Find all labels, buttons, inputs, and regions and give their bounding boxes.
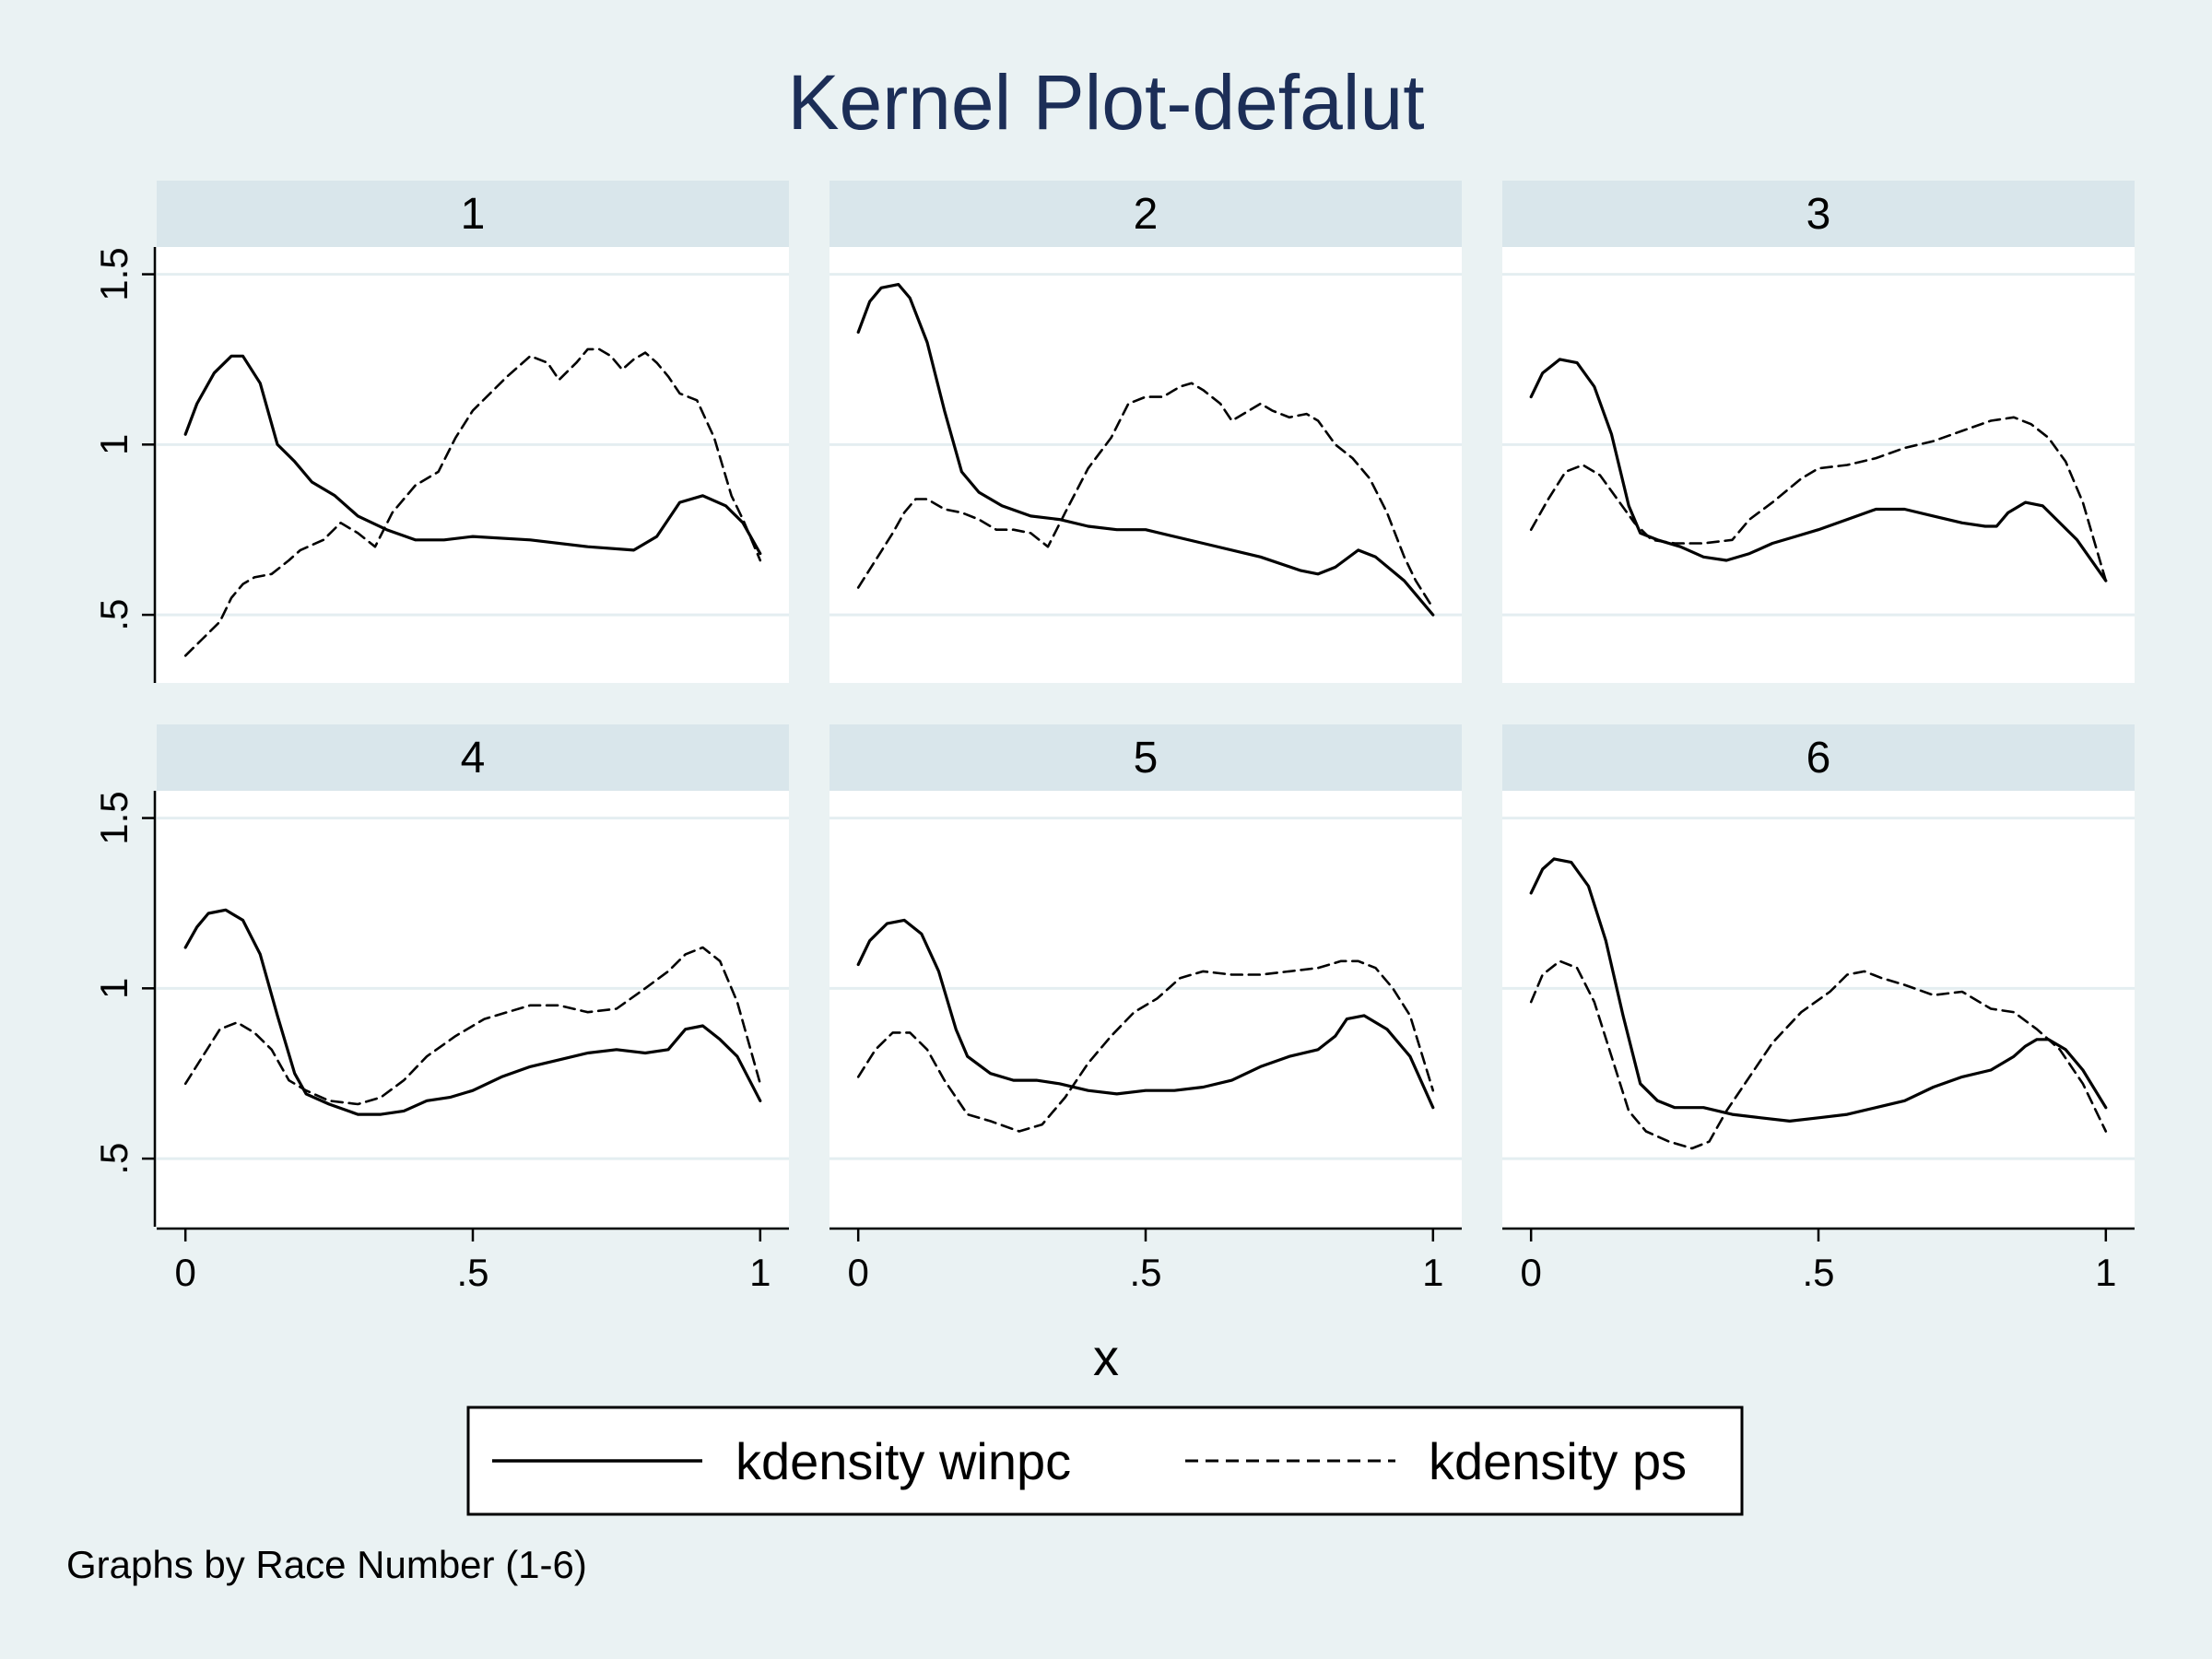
panel-strip-label: 4: [461, 734, 486, 782]
series-line-winpc: [856, 283, 1435, 617]
panel-strip-label: 5: [1134, 734, 1159, 782]
series-line-winpc: [1529, 857, 2108, 1123]
x-tick-label: .5: [456, 1251, 488, 1294]
panel-strip: [157, 181, 789, 247]
y-tick-label: 1: [92, 434, 135, 455]
panel-4: 4 .5 1 1.5 0 .5 1: [92, 724, 789, 1294]
chart-title: Kernel Plot-defalut: [787, 59, 1424, 146]
x-tick-label: 1: [2095, 1251, 2116, 1294]
y-tick-label: 1: [92, 978, 135, 999]
series-line-winpc: [856, 918, 1435, 1110]
x-axis-title: x: [1093, 1328, 1119, 1386]
chart-note: Graphs by Race Number (1-6): [66, 1543, 587, 1586]
legend-label-ps: kdensity ps: [1429, 1432, 1687, 1490]
panel-6: 60.5 1: [1502, 724, 2135, 1294]
x-tick-label: 1: [749, 1251, 771, 1294]
panel-strip: [830, 181, 1462, 247]
x-tick-label: .5: [1802, 1251, 1834, 1294]
y-tick-label: 1.5: [92, 247, 135, 300]
x-tick-label: 0: [1521, 1251, 1542, 1294]
y-tick-label: .5: [92, 599, 135, 631]
series-line-ps: [1529, 416, 2108, 582]
series-line-winpc: [183, 354, 762, 556]
series-line-ps: [183, 347, 762, 657]
panel-2: 2: [830, 181, 1462, 683]
panel-strip: [157, 724, 789, 791]
panels-layer: 1.511.52 34.511.50.5 150.5 160.5 1: [92, 181, 2135, 1294]
panel-strip-label: 2: [1134, 190, 1159, 239]
panel-strip: [1502, 181, 2135, 247]
panel-strip: [1502, 724, 2135, 791]
legend: kdensity winpc kdensity ps: [466, 1406, 1744, 1516]
x-tick-label: .5: [1129, 1251, 1161, 1294]
series-line-winpc: [183, 908, 762, 1116]
plot-area: [1502, 791, 2135, 1227]
y-tick-label: .5: [92, 1143, 135, 1175]
plot-area: [830, 247, 1462, 683]
panel-strip-label: 1: [461, 190, 486, 239]
y-tick-label: 1.5: [92, 791, 135, 844]
plot-area: [157, 247, 789, 683]
panel-5: 50.5 1: [830, 724, 1462, 1294]
series-line-ps: [1529, 959, 2108, 1150]
plot-area: [830, 791, 1462, 1227]
plot-area: [157, 791, 789, 1227]
panel-3: 3: [1502, 181, 2135, 683]
panel-1: 1.511.5: [92, 181, 789, 683]
x-tick-label: 0: [848, 1251, 869, 1294]
x-tick-label: 1: [1422, 1251, 1443, 1294]
series-line-ps: [183, 946, 762, 1106]
panel-strip: [830, 724, 1462, 791]
panel-strip-label: 6: [1806, 734, 1831, 782]
panel-strip-label: 3: [1806, 190, 1831, 239]
plot-area: [1502, 247, 2135, 683]
series-line-ps: [856, 959, 1435, 1133]
series-line-winpc: [1529, 358, 2108, 582]
legend-label-winpc: kdensity winpc: [735, 1432, 1071, 1490]
x-tick-label: 0: [175, 1251, 196, 1294]
